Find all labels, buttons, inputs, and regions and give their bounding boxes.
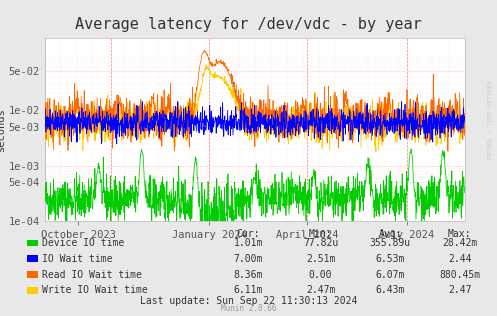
Text: Average latency for /dev/vdc - by year: Average latency for /dev/vdc - by year <box>75 17 422 32</box>
Text: 6.53m: 6.53m <box>375 254 405 264</box>
Text: 8.36m: 8.36m <box>234 270 263 280</box>
Text: 2.51m: 2.51m <box>306 254 335 264</box>
Text: 1.01m: 1.01m <box>234 238 263 248</box>
Text: Avg:: Avg: <box>378 229 402 239</box>
Text: RDTOOL / TOBI OETIKER: RDTOOL / TOBI OETIKER <box>487 81 492 160</box>
Text: 0.00: 0.00 <box>309 270 332 280</box>
Y-axis label: seconds: seconds <box>0 108 6 151</box>
Text: Cur:: Cur: <box>237 229 260 239</box>
Text: 6.07m: 6.07m <box>375 270 405 280</box>
Text: Min:: Min: <box>309 229 332 239</box>
Text: Device IO time: Device IO time <box>42 238 124 248</box>
Text: 7.00m: 7.00m <box>234 254 263 264</box>
Text: 2.44: 2.44 <box>448 254 472 264</box>
Text: Write IO Wait time: Write IO Wait time <box>42 285 148 295</box>
Text: 6.43m: 6.43m <box>375 285 405 295</box>
Text: 880.45m: 880.45m <box>439 270 480 280</box>
Text: Max:: Max: <box>448 229 472 239</box>
Text: Read IO Wait time: Read IO Wait time <box>42 270 142 280</box>
Text: 355.89u: 355.89u <box>370 238 411 248</box>
Text: 2.47m: 2.47m <box>306 285 335 295</box>
Text: Last update: Sun Sep 22 11:30:13 2024: Last update: Sun Sep 22 11:30:13 2024 <box>140 296 357 306</box>
Text: Munin 2.0.66: Munin 2.0.66 <box>221 305 276 313</box>
Text: 6.11m: 6.11m <box>234 285 263 295</box>
Text: 77.82u: 77.82u <box>303 238 338 248</box>
Text: 2.47: 2.47 <box>448 285 472 295</box>
Text: IO Wait time: IO Wait time <box>42 254 113 264</box>
Text: 28.42m: 28.42m <box>442 238 477 248</box>
